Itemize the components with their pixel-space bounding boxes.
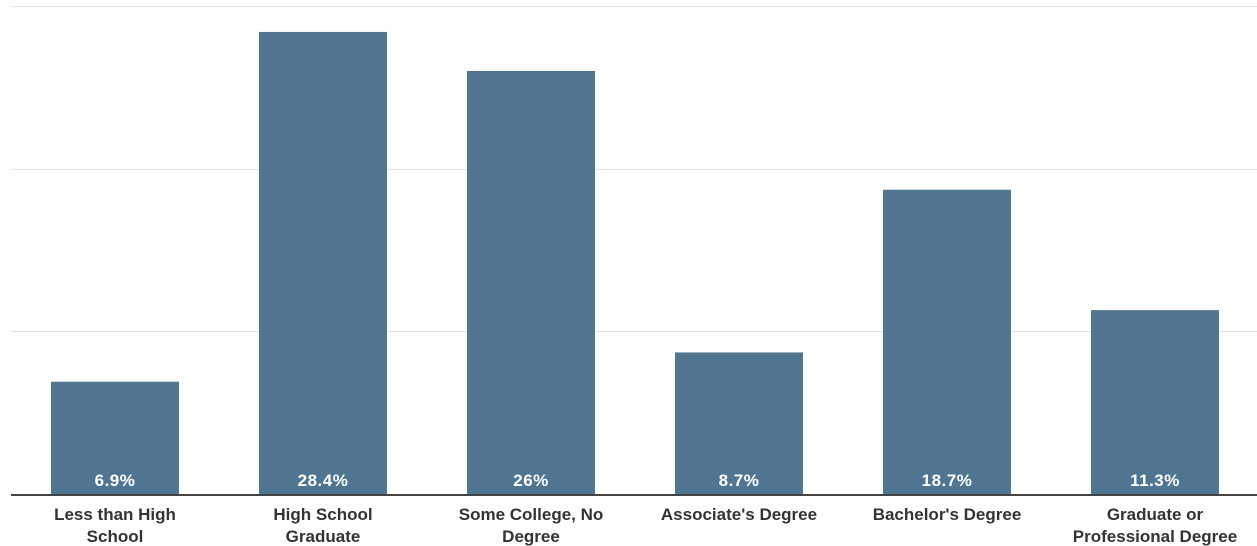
x-tick-labels: Less than High School High School Graduate S… [54, 505, 1237, 546]
bar-value-label: 6.9% [95, 471, 136, 490]
x-tick-label: Some College, No Degree [459, 505, 604, 546]
x-tick-label: Bachelor's Degree [873, 505, 1022, 524]
bar-value-label: 18.7% [922, 471, 973, 490]
bars [51, 31, 1219, 494]
x-tick-label: Graduate or Professional Degree [1073, 505, 1237, 546]
bar-value-label: 28.4% [298, 471, 349, 490]
bar-value-label: 8.7% [719, 471, 760, 490]
bar [259, 31, 387, 494]
bar [675, 352, 803, 494]
bar-value-label: 26% [513, 471, 549, 490]
bar [51, 381, 179, 494]
bar-value-labels: 6.9% 28.4% 26% 8.7% 18.7% 11.3% [95, 471, 1180, 490]
x-tick-label: Less than High School [54, 505, 176, 546]
gridlines [11, 6, 1257, 332]
x-tick-label: Associate's Degree [661, 505, 817, 524]
bar [467, 70, 595, 494]
x-tick-label: High School Graduate [273, 505, 372, 546]
bar [883, 189, 1011, 494]
bar [1091, 310, 1219, 494]
bar-value-label: 11.3% [1130, 471, 1180, 490]
